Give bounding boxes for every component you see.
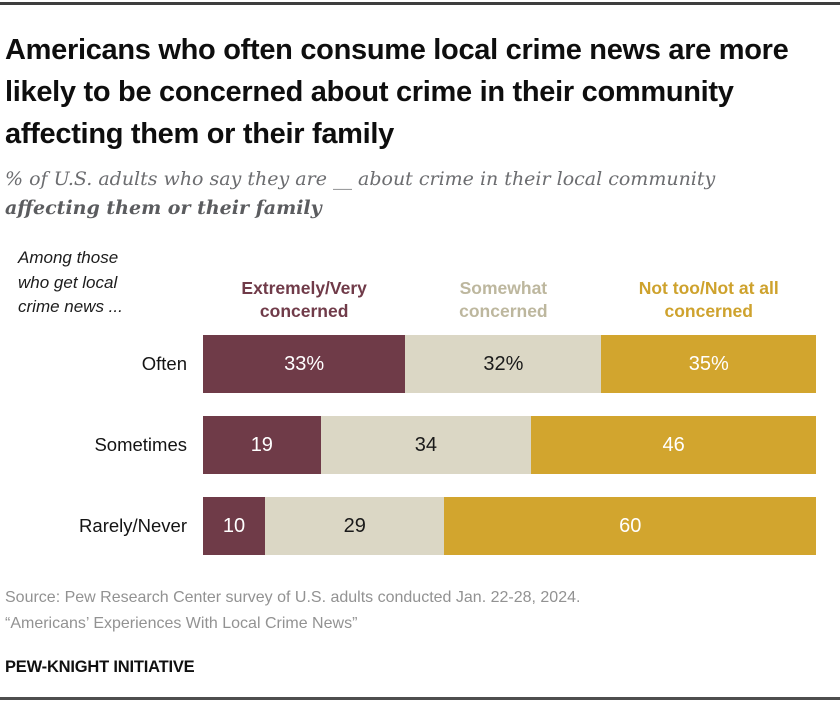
bottom-divider <box>0 697 840 700</box>
brand-label: PEW-KNIGHT INITIATIVE <box>5 657 195 676</box>
source-line-1: Source: Pew Research Center survey of U.… <box>5 589 581 607</box>
bar-segment-1-1: 34 <box>320 416 532 475</box>
bar-segment-0-0: 33% <box>203 335 406 394</box>
row-label-2: Rarely/Never <box>79 515 187 537</box>
page-title: Americans who often consume local crime … <box>5 34 789 151</box>
footer: Source: Pew Research Center survey of U.… <box>5 585 816 677</box>
bar-rows: Often 33% 32% 35% Sometimes 19 34 46 Rarely/Neve… <box>5 335 816 556</box>
bar-segment-0-1: 32% <box>405 335 602 394</box>
group-note: Among those who get local crime news ... <box>18 248 123 317</box>
stacked-bar-1: 19 34 46 <box>203 416 816 475</box>
legend-label-2: Not too/Not at all concerned <box>638 278 779 321</box>
stacked-bar-2: 10 29 60 <box>203 497 816 556</box>
bar-segment-2-0: 10 <box>203 497 265 556</box>
content-area: Americans who often consume local crime … <box>0 29 840 677</box>
source-line-2: “Americans’ Experiences With Local Crime… <box>5 614 358 632</box>
bar-segment-2-1: 29 <box>264 497 445 556</box>
bar-row-2: Rarely/Never 10 29 60 <box>5 497 816 556</box>
chart-legend: Extremely/Very concerned Somewhat concern… <box>203 277 816 322</box>
chart-subtitle: % of U.S. adults who say they are __ abo… <box>5 165 816 222</box>
legend-label-1: Somewhat concerned <box>459 278 548 321</box>
bar-row-1: Sometimes 19 34 46 <box>5 416 816 475</box>
bar-segment-1-2: 46 <box>531 416 816 475</box>
row-label-0: Often <box>141 353 187 375</box>
bar-row-0: Often 33% 32% 35% <box>5 335 816 394</box>
subtitle-line-1: % of U.S. adults who say they are __ abo… <box>5 168 716 191</box>
row-label-1: Sometimes <box>94 434 187 456</box>
top-divider <box>0 2 840 5</box>
subtitle-line-2: affecting them or their family <box>5 196 322 219</box>
legend-label-0: Extremely/Very concerned <box>241 278 367 321</box>
chart-header: Among those who get local crime news ...… <box>5 246 816 322</box>
bar-segment-2-2: 60 <box>444 497 816 556</box>
bar-segment-0-2: 35% <box>601 335 816 394</box>
source-note: Source: Pew Research Center survey of U.… <box>5 585 816 637</box>
stacked-bar-0: 33% 32% 35% <box>203 335 816 394</box>
bar-segment-1-0: 19 <box>203 416 321 475</box>
